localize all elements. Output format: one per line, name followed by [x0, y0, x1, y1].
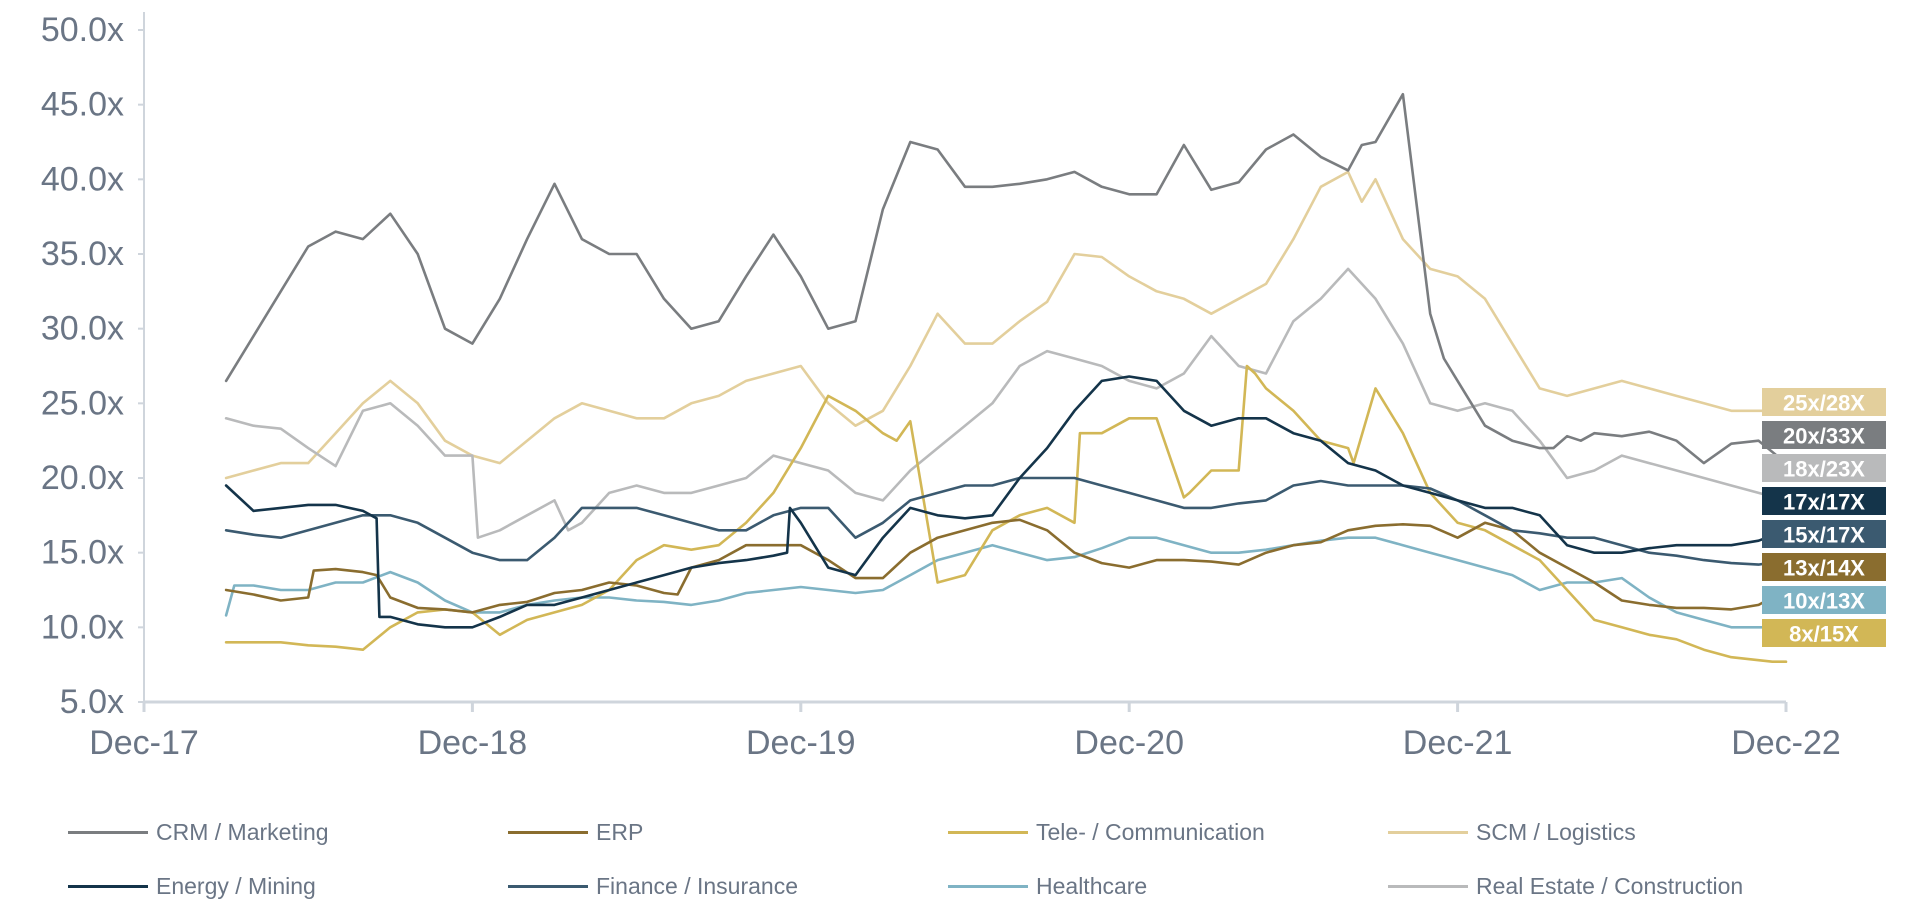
legend-item: CRM / Marketing [68, 816, 508, 848]
end-label: 10x/13X [1762, 586, 1886, 614]
end-label-box [1762, 388, 1886, 416]
legend-label: Real Estate / Construction [1476, 872, 1744, 899]
end-label-text: 20x/33X [1783, 424, 1865, 449]
y-tick-label: 15.0x [41, 534, 124, 572]
legend-swatch [948, 884, 1028, 888]
end-label: 25x/28X [1762, 388, 1886, 416]
end-label: 15x/17X [1762, 520, 1886, 548]
legend-item: Healthcare [948, 870, 1388, 902]
series-line-scm-logistics [224, 170, 1788, 480]
y-tick-label: 40.0x [41, 160, 124, 198]
end-label: 20x/33X [1762, 421, 1886, 449]
legend-swatch [948, 830, 1028, 834]
legend-label: Energy / Mining [156, 872, 316, 899]
y-tick-label: 25.0x [41, 384, 124, 422]
y-tick-label: 5.0x [60, 683, 124, 721]
legend-label: Finance / Insurance [596, 872, 799, 899]
series-line-real-estate-construction [224, 267, 1788, 539]
series-line-healthcare [224, 536, 1788, 629]
y-axis: 5.0x 10.0x 15.0x 20.0x 25.0x 30.0x 35.0x 40.0x 4… [41, 11, 145, 721]
legend-label: Tele- / Communication [1036, 818, 1265, 845]
end-label-box [1762, 619, 1886, 647]
legend-item: Energy / Mining [68, 870, 508, 902]
series-line-crm-marketing [224, 92, 1788, 465]
series-lines [224, 92, 1788, 663]
end-label-box [1762, 454, 1886, 482]
end-label: 18x/23X [1762, 454, 1886, 482]
end-label-text: 18x/23X [1783, 457, 1865, 482]
legend-label: ERP [596, 818, 644, 845]
legend-label: Healthcare [1036, 872, 1148, 899]
legend-swatch [1388, 830, 1468, 834]
end-label-box [1762, 553, 1886, 581]
series-line-energy-mining [224, 375, 1788, 629]
end-label-box [1762, 586, 1886, 614]
legend-swatch [1388, 884, 1468, 888]
legend-swatch [68, 884, 148, 888]
y-tick-label: 35.0x [41, 235, 124, 273]
end-label-text: 10x/13X [1783, 589, 1865, 614]
end-label-text: 13x/14X [1783, 556, 1865, 581]
series-line-tele-communication [224, 364, 1788, 663]
x-tick-label: Dec-19 [746, 724, 856, 762]
x-axis: Dec-17 Dec-18 Dec-19 Dec-20 Dec-21 Dec-22 [89, 700, 1841, 762]
end-labels: 25x/28X 20x/33X 18x/23X 17x/17X 15x/17X 13x/1… [1762, 388, 1886, 647]
legend-item: Tele- / Communication [948, 816, 1388, 848]
end-label-text: 25x/28X [1783, 391, 1865, 416]
y-tick-label: 20.0x [41, 459, 124, 497]
line-chart: 5.0x 10.0x 15.0x 20.0x 25.0x 30.0x 35.0x 40.0x 4… [41, 11, 1886, 762]
legend-swatch [508, 884, 588, 888]
legend-swatch [68, 830, 148, 834]
legend-item: SCM / Logistics [1388, 816, 1828, 848]
end-label-text: 8x/15X [1789, 622, 1859, 647]
x-tick-label: Dec-20 [1074, 724, 1184, 762]
legend-item: ERP [508, 816, 948, 848]
legend-swatch [508, 830, 588, 834]
y-tick-label: 30.0x [41, 310, 124, 348]
series-line-erp [224, 518, 1788, 614]
end-label-text: 15x/17X [1783, 523, 1865, 548]
y-tick-label: 45.0x [41, 86, 124, 124]
x-tick-label: Dec-22 [1731, 724, 1841, 762]
end-label: 13x/14X [1762, 553, 1886, 581]
legend-label: SCM / Logistics [1476, 818, 1636, 845]
end-label-box [1762, 421, 1886, 449]
x-tick-label: Dec-18 [418, 724, 528, 762]
y-tick-label: 50.0x [41, 11, 124, 49]
x-tick-label: Dec-21 [1403, 724, 1513, 762]
end-label: 8x/15X [1762, 619, 1886, 647]
end-label-text: 17x/17X [1783, 490, 1865, 515]
legend: CRM / Marketing ERP Tele- / Communication S… [68, 816, 1908, 902]
series-line-finance-insurance [224, 476, 1788, 566]
end-label: 17x/17X [1762, 487, 1886, 515]
x-tick-label: Dec-17 [89, 724, 199, 762]
legend-label: CRM / Marketing [156, 818, 329, 845]
legend-item: Real Estate / Construction [1388, 870, 1828, 902]
end-label-box [1762, 487, 1886, 515]
end-label-box [1762, 520, 1886, 548]
legend-item: Finance / Insurance [508, 870, 948, 902]
y-tick-label: 10.0x [41, 608, 124, 646]
